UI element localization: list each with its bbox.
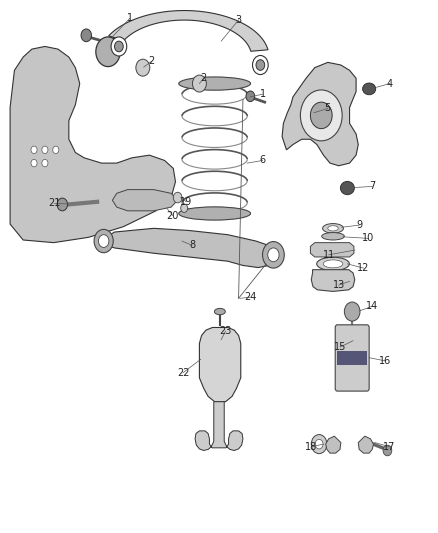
Text: 7: 7 [369, 181, 375, 191]
Circle shape [96, 37, 120, 67]
Circle shape [246, 91, 254, 102]
Circle shape [99, 235, 109, 247]
Circle shape [262, 241, 284, 268]
Text: 18: 18 [305, 442, 318, 452]
Polygon shape [109, 11, 268, 51]
Text: 2: 2 [201, 73, 207, 83]
Text: 13: 13 [332, 280, 345, 290]
Text: 5: 5 [325, 103, 331, 114]
Polygon shape [358, 436, 374, 453]
Ellipse shape [322, 232, 344, 240]
Circle shape [31, 159, 37, 167]
Circle shape [42, 159, 48, 167]
Ellipse shape [179, 207, 251, 220]
Circle shape [81, 29, 92, 42]
FancyBboxPatch shape [335, 325, 369, 391]
Text: 1: 1 [259, 89, 265, 99]
Polygon shape [10, 46, 176, 243]
Polygon shape [325, 436, 341, 453]
Circle shape [53, 146, 59, 154]
Ellipse shape [347, 309, 357, 315]
Circle shape [300, 90, 342, 141]
Text: 15: 15 [334, 342, 346, 352]
Text: 21: 21 [48, 198, 61, 208]
Text: 2: 2 [148, 56, 155, 66]
Circle shape [268, 248, 279, 262]
Circle shape [94, 229, 113, 253]
Text: 9: 9 [356, 220, 362, 230]
Ellipse shape [340, 181, 354, 195]
Circle shape [31, 146, 37, 154]
Polygon shape [311, 270, 355, 292]
Ellipse shape [328, 225, 338, 231]
Text: 12: 12 [357, 263, 370, 273]
Ellipse shape [209, 387, 230, 395]
Ellipse shape [209, 345, 230, 353]
Polygon shape [282, 62, 358, 166]
Text: 10: 10 [362, 233, 374, 244]
Text: 14: 14 [366, 301, 378, 311]
Text: 11: 11 [322, 250, 335, 260]
Circle shape [383, 445, 392, 456]
Polygon shape [195, 402, 243, 450]
Text: 6: 6 [259, 156, 265, 165]
Circle shape [42, 146, 48, 154]
Text: 19: 19 [180, 197, 192, 207]
Circle shape [57, 198, 67, 211]
Bar [337, 351, 367, 365]
Circle shape [136, 59, 150, 76]
Circle shape [253, 55, 268, 75]
Ellipse shape [323, 260, 343, 268]
Text: 4: 4 [387, 78, 393, 88]
Ellipse shape [322, 223, 343, 233]
Circle shape [111, 37, 127, 56]
Circle shape [173, 192, 182, 203]
Circle shape [315, 439, 323, 449]
Ellipse shape [211, 356, 229, 364]
Ellipse shape [209, 366, 230, 374]
Ellipse shape [363, 83, 376, 95]
Text: 8: 8 [189, 240, 195, 251]
Text: 20: 20 [167, 211, 179, 221]
Text: 1: 1 [127, 13, 133, 23]
Circle shape [181, 204, 187, 213]
Text: 24: 24 [244, 292, 257, 302]
Circle shape [256, 60, 265, 70]
Circle shape [115, 41, 123, 52]
Ellipse shape [324, 245, 342, 255]
Text: 3: 3 [236, 15, 242, 25]
Ellipse shape [317, 257, 350, 270]
Ellipse shape [179, 77, 251, 90]
Circle shape [311, 434, 327, 454]
Circle shape [344, 302, 360, 321]
Polygon shape [99, 228, 278, 268]
Ellipse shape [208, 328, 231, 337]
Ellipse shape [211, 376, 229, 384]
Polygon shape [311, 243, 354, 257]
Polygon shape [113, 190, 178, 211]
Text: 16: 16 [379, 356, 392, 366]
Circle shape [192, 75, 206, 92]
Text: 23: 23 [219, 326, 232, 336]
Text: 22: 22 [177, 368, 190, 377]
Text: 17: 17 [383, 442, 396, 452]
Polygon shape [199, 327, 241, 402]
Ellipse shape [215, 309, 225, 315]
Circle shape [311, 102, 332, 128]
